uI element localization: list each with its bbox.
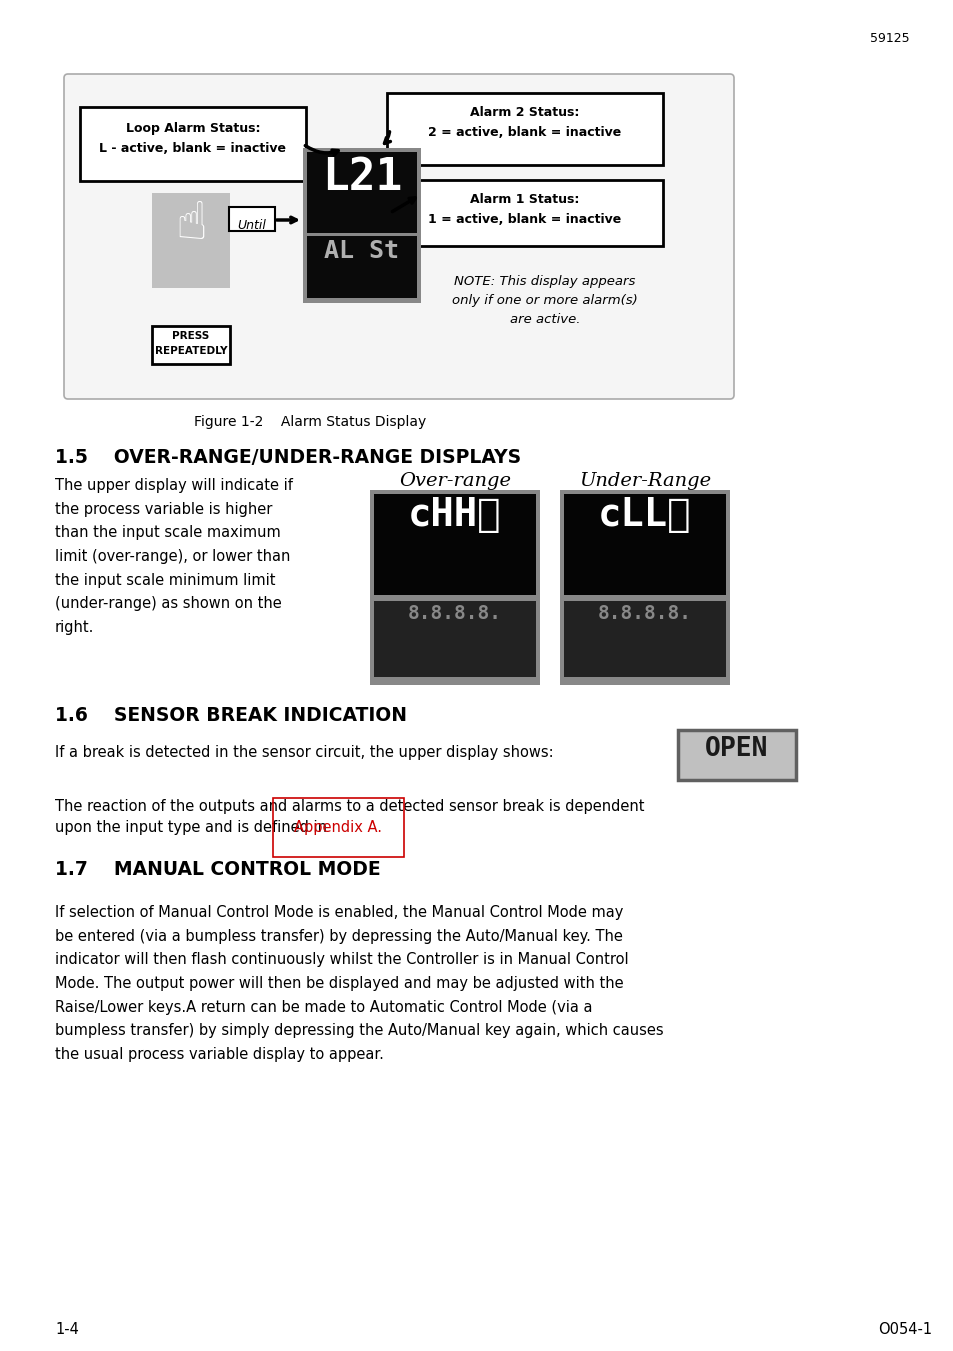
- Text: 8.8.8.8.: 8.8.8.8.: [598, 604, 691, 623]
- Text: 1.6    SENSOR BREAK INDICATION: 1.6 SENSOR BREAK INDICATION: [55, 707, 407, 725]
- Text: 2 = active, blank = inactive: 2 = active, blank = inactive: [428, 126, 621, 139]
- Text: 1-4: 1-4: [55, 1323, 79, 1337]
- Bar: [370, 490, 539, 685]
- Text: cHHש: cHHש: [408, 496, 501, 534]
- Text: 1 = active, blank = inactive: 1 = active, blank = inactive: [428, 213, 621, 226]
- Bar: [152, 193, 230, 288]
- FancyBboxPatch shape: [229, 207, 274, 231]
- Text: upon the input type and is defined in: upon the input type and is defined in: [55, 820, 332, 835]
- Text: Alarm 1 Status:: Alarm 1 Status:: [470, 193, 579, 205]
- Text: If selection of Manual Control Mode is enabled, the Manual Control Mode may
be e: If selection of Manual Control Mode is e…: [55, 905, 663, 1062]
- Bar: [563, 601, 725, 677]
- Text: L - active, blank = inactive: L - active, blank = inactive: [99, 142, 286, 155]
- Bar: [303, 149, 420, 303]
- Text: cLLש: cLLש: [598, 496, 691, 534]
- FancyBboxPatch shape: [387, 93, 662, 165]
- Bar: [563, 494, 725, 594]
- Text: Appendix A.: Appendix A.: [294, 820, 382, 835]
- Text: OPEN: OPEN: [704, 736, 768, 762]
- Bar: [559, 490, 729, 685]
- Text: Until: Until: [237, 219, 266, 232]
- Text: Loop Alarm Status:: Loop Alarm Status:: [126, 122, 260, 135]
- Bar: [678, 730, 795, 780]
- Text: 59125: 59125: [869, 32, 908, 45]
- Text: Figure 1-2    Alarm Status Display: Figure 1-2 Alarm Status Display: [193, 415, 426, 430]
- Text: The reaction of the outputs and alarms to a detected sensor break is dependent: The reaction of the outputs and alarms t…: [55, 798, 644, 815]
- Text: Over-range: Over-range: [398, 471, 511, 490]
- Bar: [374, 601, 536, 677]
- Bar: [374, 494, 536, 594]
- Text: PRESS: PRESS: [172, 331, 210, 340]
- Text: If a break is detected in the sensor circuit, the upper display shows:: If a break is detected in the sensor cir…: [55, 744, 553, 761]
- Bar: [307, 153, 416, 232]
- Text: Under-Range: Under-Range: [578, 471, 710, 490]
- Text: NOTE: This display appears
only if one or more alarm(s)
are active.: NOTE: This display appears only if one o…: [452, 276, 638, 326]
- Text: L21: L21: [321, 155, 402, 199]
- FancyBboxPatch shape: [387, 180, 662, 246]
- Text: 1.7    MANUAL CONTROL MODE: 1.7 MANUAL CONTROL MODE: [55, 861, 380, 880]
- FancyBboxPatch shape: [64, 74, 733, 399]
- Text: O054-1: O054-1: [877, 1323, 931, 1337]
- Text: 1.5    OVER-RANGE/UNDER-RANGE DISPLAYS: 1.5 OVER-RANGE/UNDER-RANGE DISPLAYS: [55, 449, 520, 467]
- Bar: [307, 236, 416, 299]
- Text: ☝: ☝: [174, 199, 207, 250]
- Text: Alarm 2 Status:: Alarm 2 Status:: [470, 105, 579, 119]
- FancyBboxPatch shape: [80, 107, 306, 181]
- Text: REPEATEDLY: REPEATEDLY: [154, 346, 227, 357]
- Bar: [152, 326, 230, 363]
- Text: AL St: AL St: [324, 239, 399, 262]
- Text: The upper display will indicate if
the process variable is higher
than the input: The upper display will indicate if the p…: [55, 478, 293, 635]
- Text: 8.8.8.8.: 8.8.8.8.: [408, 604, 501, 623]
